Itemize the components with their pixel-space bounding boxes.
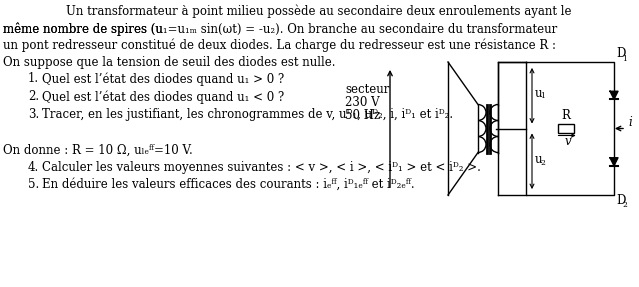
Text: D: D — [616, 47, 626, 60]
Text: u: u — [535, 87, 543, 100]
Text: 230 V: 230 V — [345, 96, 380, 109]
Bar — [558, 124, 574, 133]
Text: 2.: 2. — [28, 90, 39, 103]
Text: 5.: 5. — [28, 178, 39, 191]
Text: D: D — [616, 194, 626, 207]
Text: secteur: secteur — [345, 83, 389, 96]
Text: 50 Hz: 50 Hz — [345, 109, 380, 122]
Polygon shape — [610, 158, 618, 166]
Text: 1.: 1. — [28, 72, 39, 85]
Text: i: i — [628, 116, 632, 129]
Text: Quel est l’état des diodes quand u₁ < 0 ?: Quel est l’état des diodes quand u₁ < 0 … — [42, 90, 284, 104]
Text: Calculer les valeurs moyennes suivantes : < v >, < i >, < iᴰ₁ > et < iᴰ₂ >.: Calculer les valeurs moyennes suivantes … — [42, 161, 481, 174]
Text: v: v — [564, 135, 571, 148]
Text: 4.: 4. — [28, 161, 39, 174]
Text: même nombre de spires (u₁=u₁ₘ sin(ωt) = -u₂). On branche au secondaire du transf: même nombre de spires (u₁=u₁ₘ sin(ωt) = … — [3, 22, 557, 36]
Text: On donne : R = 10 Ω, uₗₑᶠᶠ=10 V.: On donne : R = 10 Ω, uₗₑᶠᶠ=10 V. — [3, 144, 193, 157]
Text: même nombre de spires (u: même nombre de spires (u — [3, 22, 163, 36]
Text: 3.: 3. — [28, 108, 39, 121]
Text: 2: 2 — [622, 201, 627, 209]
Text: 2: 2 — [540, 159, 545, 167]
Text: On suppose que la tension de seuil des diodes est nulle.: On suppose que la tension de seuil des d… — [3, 56, 335, 69]
Polygon shape — [610, 91, 618, 99]
Text: En déduire les valeurs efficaces des courants : iₑᶠᶠ, iᴰ₁ₑᶠᶠ et iᴰ₂ₑᶠᶠ.: En déduire les valeurs efficaces des cou… — [42, 178, 415, 191]
Text: 1: 1 — [540, 92, 545, 100]
Text: Tracer, en les justifiant, les chronogrammes de v, uᴰ₁, uᴰ₂, i, iᴰ₁ et iᴰ₂.: Tracer, en les justifiant, les chronogra… — [42, 108, 453, 121]
Text: R: R — [561, 109, 570, 122]
Text: Quel est l’état des diodes quand u₁ > 0 ?: Quel est l’état des diodes quand u₁ > 0 … — [42, 72, 284, 86]
Text: un pont redresseur constitué de deux diodes. La charge du redresseur est une rés: un pont redresseur constitué de deux dio… — [3, 39, 556, 53]
Text: Un transformateur à point milieu possède au secondaire deux enroulements ayant l: Un transformateur à point milieu possède… — [66, 5, 572, 18]
Text: 1: 1 — [622, 55, 627, 63]
Text: u: u — [535, 153, 543, 166]
